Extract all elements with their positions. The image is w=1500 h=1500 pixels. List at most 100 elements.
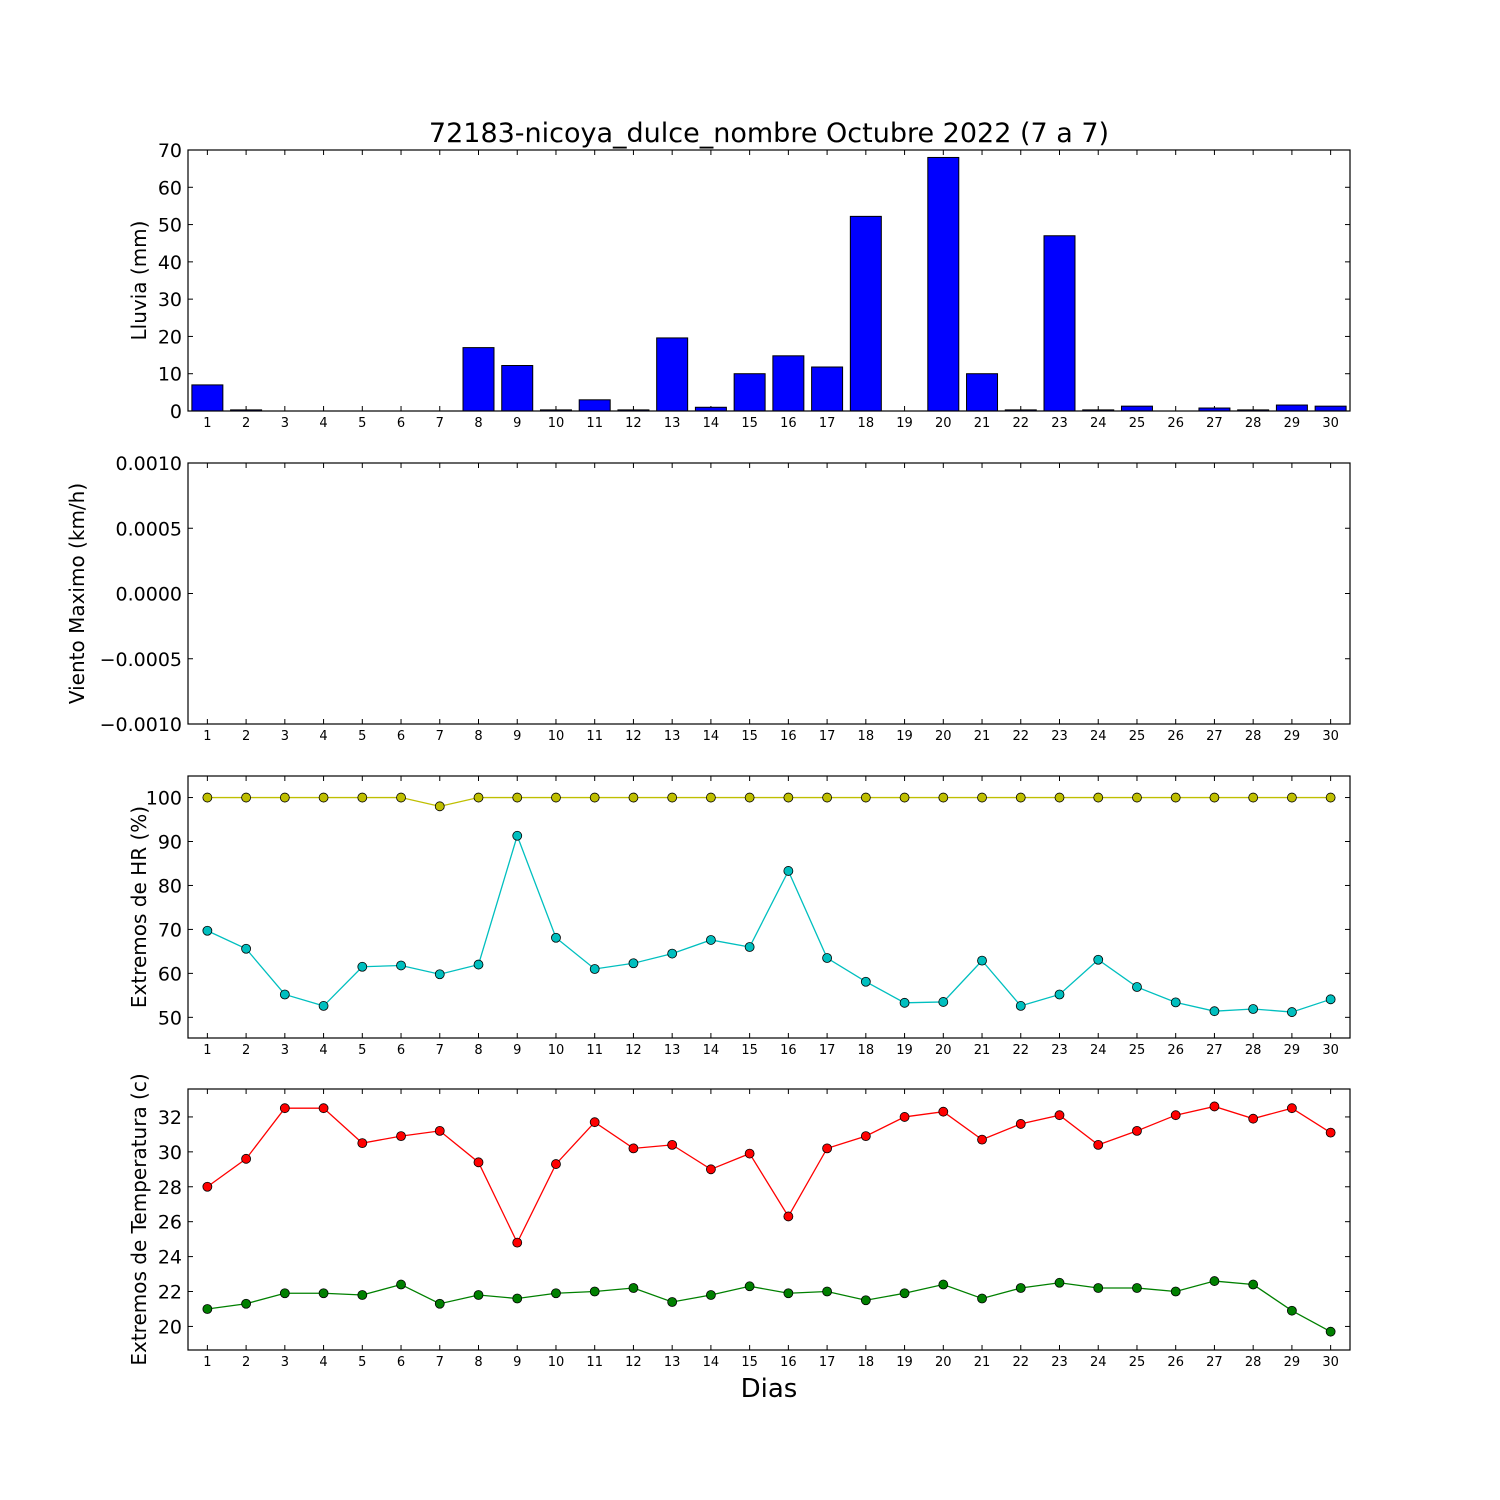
bar: [578, 399, 611, 412]
x-tick-label: 30: [1322, 729, 1339, 744]
x-tick-label: 6: [397, 1355, 405, 1370]
x-tick-label: 10: [548, 729, 565, 744]
x-tick-label: 6: [397, 729, 405, 744]
data-point: [1054, 1277, 1065, 1288]
data-point: [1170, 1110, 1181, 1121]
bar: [849, 215, 882, 412]
x-tick-label: 21: [974, 1043, 991, 1058]
data-point: [1093, 1283, 1104, 1293]
bar: [1314, 405, 1347, 412]
data-point: [899, 1112, 910, 1122]
x-tick-label: 11: [586, 1043, 603, 1058]
x-tick-label: 13: [664, 1355, 681, 1370]
x-tick-label: 20: [935, 416, 952, 431]
x-tick-label: 20: [935, 1355, 952, 1370]
data-point: [1287, 1103, 1297, 1114]
x-tick-label: 11: [586, 416, 603, 431]
x-tick-label: 11: [586, 1355, 603, 1370]
y-axis-label: Extremos de HR (%): [127, 806, 151, 1008]
data-point: [202, 925, 213, 936]
x-tick-label: 24: [1090, 416, 1107, 431]
y-tick-label: 60: [158, 177, 182, 199]
y-tick-label: 0: [170, 401, 182, 423]
data-point: [279, 989, 290, 1000]
data-point: [938, 997, 949, 1007]
x-tick-label: 19: [896, 1043, 913, 1058]
y-tick-label: 80: [158, 875, 182, 897]
x-tick-label: 22: [1012, 1043, 1029, 1058]
x-tick-label: 25: [1129, 729, 1146, 744]
data-point: [357, 1138, 368, 1149]
x-tick-label: 29: [1284, 416, 1301, 431]
x-tick-label: 27: [1206, 1355, 1223, 1370]
x-tick-label: 3: [281, 1043, 289, 1058]
y-tick-label: 26: [158, 1212, 182, 1234]
data-point: [744, 792, 755, 803]
x-tick-label: 6: [397, 1043, 405, 1058]
data-point: [589, 1286, 600, 1297]
data-point: [318, 1001, 329, 1011]
y-tick-label: 0.0010: [116, 453, 182, 475]
data-point: [1287, 792, 1297, 803]
x-tick-label: 11: [586, 729, 603, 744]
data-point: [396, 1279, 406, 1290]
bar: [1275, 404, 1308, 412]
x-tick-label: 30: [1322, 416, 1339, 431]
x-tick-label: 23: [1051, 416, 1068, 431]
x-tick-label: 13: [664, 416, 681, 431]
data-point: [744, 1148, 755, 1159]
data-point: [822, 953, 832, 963]
data-point: [1132, 982, 1142, 992]
x-tick-label: 16: [780, 729, 797, 744]
y-tick-label: 20: [158, 326, 182, 348]
x-tick-label: 1: [203, 1355, 211, 1370]
data-point: [1054, 989, 1065, 1000]
bar: [733, 373, 766, 412]
x-tick-label: 28: [1245, 416, 1262, 431]
data-point: [1248, 1279, 1259, 1290]
data-point: [977, 1134, 987, 1145]
x-tick-label: 30: [1322, 1043, 1339, 1058]
x-tick-label: 13: [664, 729, 681, 744]
data-point: [1248, 792, 1259, 803]
data-point: [783, 1211, 794, 1222]
data-point: [822, 792, 832, 803]
data-point: [396, 792, 406, 803]
x-tick-label: 9: [513, 1355, 521, 1370]
data-point: [512, 1237, 523, 1248]
y-tick-label: 100: [146, 788, 182, 810]
x-tick-label: 5: [358, 1355, 366, 1370]
bar: [501, 365, 534, 412]
x-tick-label: 5: [358, 729, 366, 744]
x-tick-label: 28: [1245, 729, 1262, 744]
bar: [656, 337, 689, 412]
data-point: [434, 801, 445, 812]
series-line-2: [207, 833, 1331, 1013]
x-tick-label: 22: [1012, 1355, 1029, 1370]
x-tick-label: 7: [436, 1043, 444, 1058]
x-tick-label: 4: [319, 1355, 327, 1370]
y-tick-label: −0.0010: [100, 714, 182, 736]
data-point: [473, 792, 484, 803]
x-tick-label: 9: [513, 416, 521, 431]
data-point: [822, 1143, 832, 1154]
x-tick-label: 2: [242, 416, 250, 431]
y-tick-label: 30: [158, 1142, 182, 1164]
y-tick-label: 28: [158, 1177, 182, 1199]
data-point: [589, 792, 600, 803]
data-point: [706, 1164, 716, 1175]
x-tick-label: 25: [1129, 1043, 1146, 1058]
data-point: [241, 1298, 252, 1309]
data-point: [744, 942, 755, 952]
data-point: [1170, 997, 1181, 1008]
y-tick-label: −0.0005: [100, 649, 182, 671]
data-point: [1132, 1125, 1142, 1136]
data-point: [589, 1117, 600, 1128]
y-tick-label: 0.0000: [116, 584, 182, 606]
x-tick-label: 21: [974, 1355, 991, 1370]
y-axis-label: Viento Maximo (km/h): [65, 483, 89, 704]
x-tick-label: 26: [1167, 416, 1184, 431]
data-point: [1325, 994, 1336, 1005]
x-tick-label: 27: [1206, 416, 1223, 431]
